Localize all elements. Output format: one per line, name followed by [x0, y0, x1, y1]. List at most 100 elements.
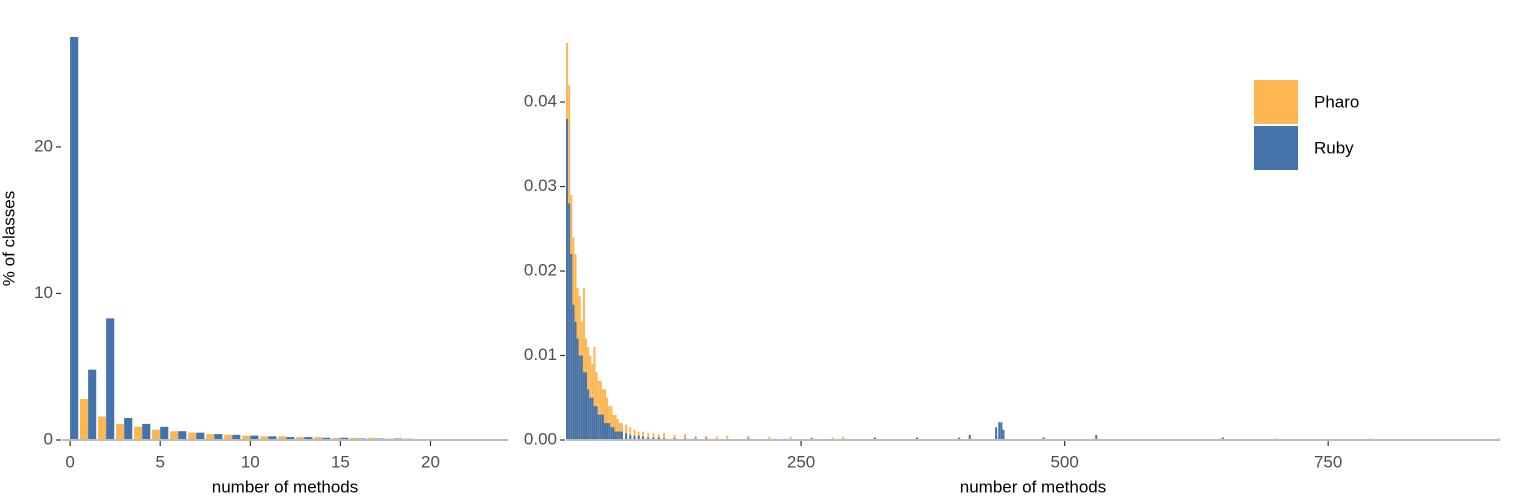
bar — [747, 435, 750, 440]
bar — [340, 437, 349, 440]
bar — [578, 355, 581, 440]
bar — [116, 423, 125, 440]
bar — [614, 431, 617, 440]
y-tick-label: 0.00 — [524, 429, 557, 448]
legend-label: Ruby — [1314, 138, 1354, 157]
bar — [629, 427, 632, 440]
bar — [368, 437, 377, 440]
bar — [599, 380, 602, 440]
bar — [916, 437, 919, 440]
bar — [350, 437, 359, 440]
bar — [614, 414, 617, 440]
plot-area — [70, 37, 508, 440]
y-tick-label: 0 — [44, 429, 53, 448]
bar — [968, 434, 971, 440]
panel: 0 5 10 15 20 0 10 20 number of methods % of class… — [0, 37, 508, 496]
bar — [568, 203, 571, 440]
bar — [278, 436, 287, 440]
bar — [633, 435, 636, 440]
bar — [332, 437, 341, 440]
bar — [633, 429, 636, 440]
bar — [1499, 437, 1500, 440]
panel: 250 500 750 0.00 0.01 0.02 0.03 0.04 number of m… — [524, 42, 1500, 496]
bar — [170, 431, 179, 440]
bar — [582, 287, 585, 440]
bar — [134, 426, 143, 440]
bar — [641, 431, 644, 440]
bar — [98, 416, 107, 440]
bar — [958, 437, 961, 440]
bar — [625, 433, 628, 440]
bar — [612, 427, 615, 440]
bar — [657, 434, 660, 440]
x-tick-label: 250 — [787, 452, 815, 471]
bar — [242, 435, 251, 440]
bar — [612, 414, 615, 440]
bar — [652, 437, 655, 440]
bar — [576, 338, 579, 440]
bar — [314, 437, 323, 440]
y-tick-label: 0.03 — [524, 176, 557, 195]
bar — [597, 380, 600, 440]
bar — [616, 418, 619, 440]
bar — [106, 318, 115, 440]
bar — [593, 347, 596, 440]
legend-label: Pharo — [1314, 92, 1359, 111]
bar — [629, 434, 632, 440]
bar — [694, 435, 697, 440]
x-axis-title: number of methods — [212, 477, 358, 496]
bar — [618, 431, 621, 440]
bar — [214, 434, 223, 440]
bar — [1000, 422, 1003, 440]
bar — [647, 437, 650, 440]
bar — [684, 434, 687, 440]
bar — [260, 436, 269, 440]
bar — [188, 432, 197, 440]
bar — [599, 414, 602, 440]
bar — [842, 436, 845, 440]
bar — [610, 406, 613, 440]
bar — [572, 304, 575, 440]
bar — [286, 437, 295, 440]
x-tick-label: 10 — [241, 452, 260, 471]
legend-swatch — [1254, 126, 1298, 170]
bar — [124, 418, 133, 440]
bar — [232, 434, 241, 440]
bar — [160, 426, 169, 440]
bar — [1221, 437, 1224, 440]
bar — [657, 437, 660, 440]
bar — [652, 433, 655, 440]
bar — [1042, 437, 1045, 440]
bar — [663, 433, 666, 440]
bar — [570, 254, 573, 440]
legend-swatch — [1254, 80, 1298, 124]
bar — [296, 437, 305, 440]
bar — [206, 434, 215, 440]
bar — [587, 389, 590, 440]
y-tick-label: 0.04 — [524, 92, 557, 111]
y-axis-title: % of classes — [0, 191, 18, 286]
bar — [152, 429, 161, 440]
bar — [789, 436, 792, 440]
bar — [768, 436, 771, 440]
x-tick-label: 15 — [331, 452, 350, 471]
bar — [580, 355, 583, 440]
y-tick-label: 0.01 — [524, 345, 557, 364]
bar — [574, 321, 577, 440]
bar — [873, 437, 876, 440]
bar — [250, 435, 259, 440]
x-tick-label: 500 — [1050, 452, 1078, 471]
bar — [593, 406, 596, 440]
bar — [1095, 434, 1098, 440]
bar — [224, 434, 233, 440]
y-tick-label: 10 — [34, 283, 53, 302]
bar — [595, 406, 598, 440]
bar — [196, 432, 205, 440]
bar — [322, 437, 331, 440]
bar — [641, 436, 644, 440]
bar — [647, 433, 650, 440]
y-tick-label: 0.02 — [524, 261, 557, 280]
bar — [601, 414, 604, 440]
bar — [705, 435, 708, 440]
